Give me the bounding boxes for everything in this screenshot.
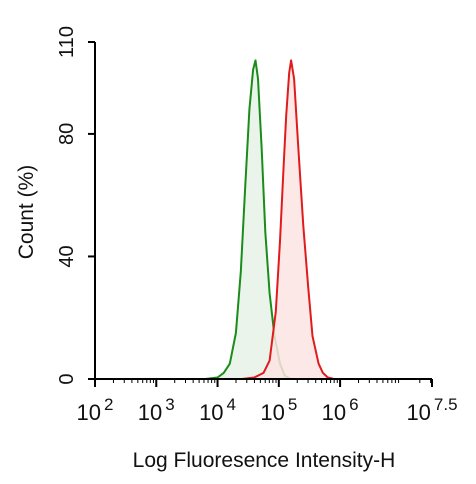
axis-layer bbox=[94, 42, 432, 380]
series-layer bbox=[205, 59, 335, 380]
x-tick-label: 10 3 bbox=[138, 395, 175, 425]
x-tick-layer: 10 2 10 3 10 4 10 5 10 6 10 7.5 bbox=[77, 379, 458, 425]
x-tick-label: 10 7.5 bbox=[406, 395, 457, 425]
y-tick-label: 0 bbox=[56, 373, 78, 384]
y-tick-layer: 0 40 80 110 bbox=[56, 26, 95, 385]
y-tick-label: 40 bbox=[56, 245, 78, 267]
y-tick-label: 80 bbox=[56, 123, 78, 145]
x-tick-label: 10 4 bbox=[199, 395, 236, 425]
x-tick-label: 10 2 bbox=[77, 395, 114, 425]
series-2-area bbox=[242, 60, 334, 380]
y-tick-label: 110 bbox=[56, 26, 78, 58]
x-axis-label: Log Fluoresence Intensity-H bbox=[133, 449, 396, 472]
series-2-line bbox=[241, 59, 335, 380]
x-tick-label: 10 5 bbox=[260, 395, 297, 425]
y-axis-label: Count (%) bbox=[15, 165, 38, 260]
x-tick-label: 10 6 bbox=[322, 395, 359, 425]
